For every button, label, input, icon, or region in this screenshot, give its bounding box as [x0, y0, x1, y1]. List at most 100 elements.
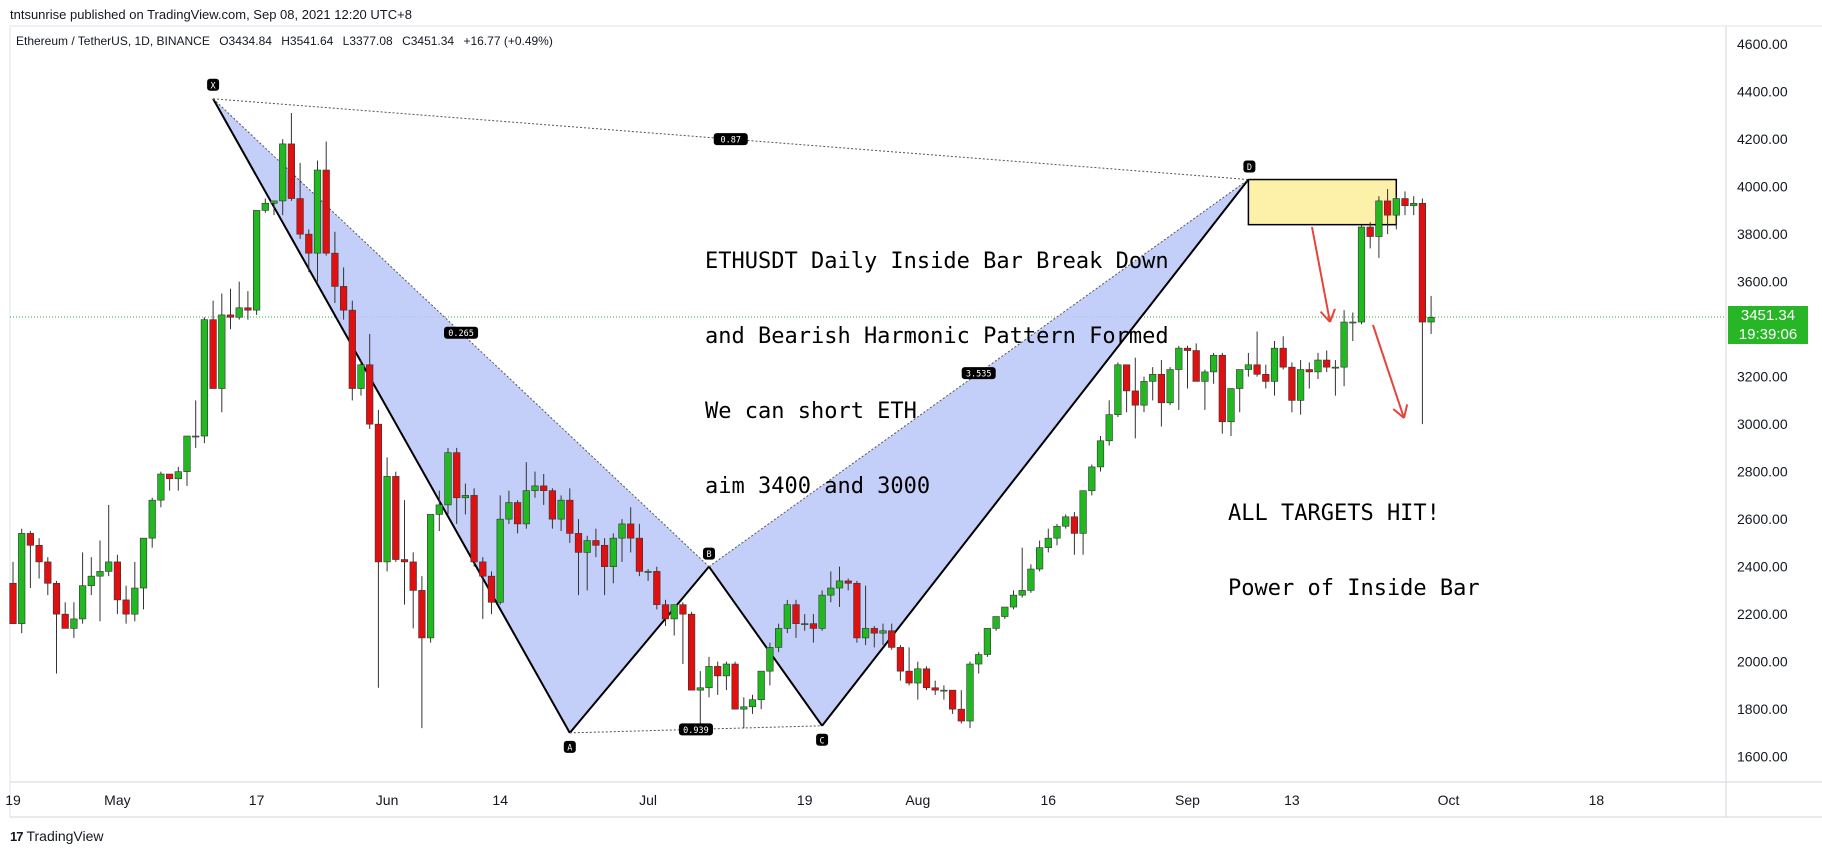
candle — [470, 488, 478, 567]
analysis-line-2: and Bearish Harmonic Pattern Formed — [705, 324, 1169, 349]
candle-body — [792, 604, 800, 624]
candle-body — [609, 537, 617, 567]
candle — [1009, 590, 1018, 610]
candle — [948, 689, 957, 714]
ratio-label-a-c-text: 0.939 — [683, 726, 709, 736]
candle-body — [461, 495, 470, 499]
analysis-line-1: ETHUSDT Daily Inside Bar Break Down — [705, 249, 1169, 274]
candle — [757, 670, 765, 710]
candle-body — [1044, 537, 1052, 548]
candle — [87, 557, 95, 596]
candle — [305, 229, 313, 273]
legend-close: C3451.34 — [402, 34, 455, 48]
x-tick-label: 13 — [1284, 792, 1300, 808]
candle — [235, 281, 243, 320]
candle — [1149, 367, 1157, 401]
candle-body — [348, 309, 356, 389]
candle-body — [392, 476, 400, 560]
tradingview-logo[interactable]: 17 TradingView — [10, 828, 104, 844]
candle-body — [1297, 369, 1305, 401]
candle-body — [87, 575, 95, 586]
candle — [505, 490, 513, 524]
candle-body — [200, 319, 209, 437]
candle-body — [279, 143, 287, 202]
candle-body — [1227, 388, 1235, 423]
candle — [557, 495, 565, 532]
candle — [774, 623, 783, 653]
candle-body — [453, 452, 461, 499]
candle-body — [627, 523, 635, 539]
candle — [879, 623, 887, 646]
ratio-line-xd — [213, 98, 1249, 181]
x-tick-label: 19 — [5, 792, 21, 808]
candle — [1270, 341, 1279, 396]
candle — [435, 490, 443, 532]
candle — [1183, 345, 1192, 389]
candle — [1088, 464, 1096, 496]
candle — [339, 267, 348, 320]
candle-body — [235, 307, 243, 318]
chart-frame — [9, 25, 1822, 818]
candle — [766, 642, 774, 686]
candle-body — [661, 604, 670, 620]
point-label-d-text: D — [1247, 163, 1252, 173]
point-label-x-text: X — [211, 81, 217, 91]
point-label-b-bg — [703, 547, 715, 560]
last-price-tag: 3451.34 19:39:06 — [1728, 306, 1808, 344]
candle-body — [888, 630, 896, 648]
price-axis[interactable]: 4600.00 4400.00 4200.00 4000.00 3800.00 3600.… — [1737, 36, 1788, 764]
candle-body — [583, 540, 591, 553]
candle-body — [740, 706, 748, 710]
candle — [618, 519, 626, 562]
x-tick-label: 18 — [1589, 792, 1605, 808]
candle-body — [653, 571, 661, 605]
candle — [1140, 376, 1148, 413]
candle-body — [818, 594, 826, 629]
point-label-b: B — [703, 547, 715, 560]
candle-body — [409, 561, 417, 591]
candle — [52, 580, 61, 674]
candle-body — [687, 613, 696, 691]
candle — [705, 656, 713, 698]
candle-body — [644, 571, 652, 573]
candle — [96, 540, 104, 622]
symbol-name[interactable]: Ethereum / TetherUS, 1D, BINANCE — [16, 34, 210, 48]
candle — [722, 661, 730, 691]
target-arrow-1-shaft — [1311, 226, 1331, 323]
candle-body — [296, 198, 304, 235]
candle-body — [253, 210, 261, 311]
candle — [635, 523, 643, 577]
candle-body — [914, 668, 922, 684]
candle-body — [1001, 606, 1009, 617]
candle — [1166, 367, 1174, 406]
candle — [444, 447, 452, 515]
y-tick-label: 1600.00 — [1737, 749, 1788, 765]
leg-xa — [212, 98, 571, 734]
point-label-c-bg — [816, 733, 829, 746]
candle-body — [879, 630, 887, 634]
candle-body — [1288, 366, 1296, 401]
candle — [1366, 222, 1374, 249]
candle — [113, 554, 121, 615]
candle — [627, 507, 635, 553]
candle-body — [339, 286, 348, 311]
candle — [1375, 196, 1383, 258]
candle-body — [1270, 347, 1279, 382]
candle — [896, 645, 904, 681]
candle-body — [1123, 364, 1131, 392]
candle-body — [922, 668, 931, 689]
x-tick-label: 17 — [249, 792, 265, 808]
candle — [496, 495, 504, 605]
leg-bc — [708, 566, 823, 727]
candle-body — [183, 435, 191, 472]
candle — [1096, 436, 1105, 472]
result-note: ALL TARGETS HIT! Power of Inside Bar — [1228, 451, 1480, 626]
candle-body — [270, 200, 278, 204]
candle-body — [1384, 200, 1392, 216]
time-axis[interactable]: 19 May 17 Jun 14 Jul 19 Aug 16 Sep 13 Oct 18 — [5, 792, 1604, 808]
ratio-line-bd — [708, 179, 1249, 568]
candle-body — [540, 485, 548, 491]
candle — [531, 471, 539, 498]
candle — [1131, 357, 1139, 439]
